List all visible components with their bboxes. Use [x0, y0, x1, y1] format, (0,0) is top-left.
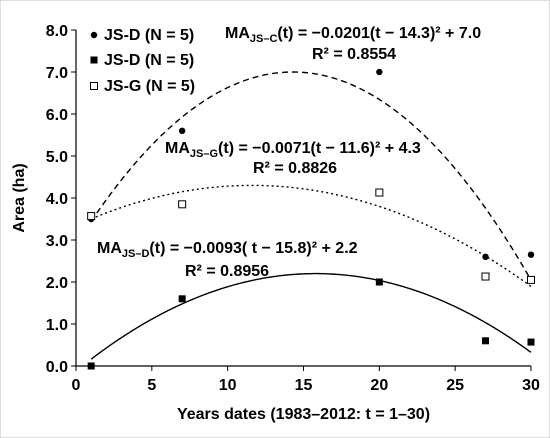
data-point: [482, 337, 489, 345]
data-point: [527, 338, 535, 346]
legend-marker: [90, 56, 98, 64]
y-tick-label: 6.0: [46, 107, 68, 124]
data-point: [481, 272, 490, 281]
legend-label: JS-D (N = 5): [104, 52, 194, 69]
legend-label: JS-G (N = 5): [104, 78, 195, 95]
fit-curve: [90, 184, 532, 287]
fit-equation: MAJS–D(t) = −0.0093( t − 15.8)² + 2.2: [97, 240, 358, 260]
data-point: [527, 275, 535, 284]
legend-marker: [90, 31, 98, 39]
x-tick-label: 5: [147, 377, 156, 394]
data-point: [178, 200, 187, 209]
y-tick-label: 4.0: [46, 191, 68, 208]
data-point: [482, 253, 489, 260]
y-axis-title: Area (ha): [11, 163, 28, 232]
legend-label: JS-D (N = 5): [104, 27, 194, 44]
r-squared-label: R² = 0.8956: [185, 263, 269, 280]
data-point: [87, 362, 95, 370]
equations: MAJS–C(t) = −0.0201(t − 14.3)² + 7.0R² =…: [97, 25, 481, 280]
y-tick-label: 7.0: [46, 65, 68, 82]
data-point: [375, 188, 384, 197]
data-point: [178, 127, 186, 134]
x-axis-title: Years dates (1983–2012: t = 1–30): [177, 406, 430, 423]
y-tick-label: 3.0: [46, 233, 68, 250]
data-point: [527, 251, 535, 258]
y-tick-label: 0.0: [46, 359, 68, 376]
y-tick-label: 2.0: [46, 275, 68, 292]
r-squared-label: R² = 0.8554: [312, 46, 396, 63]
legend: JS-D (N = 5) JS-D (N = 5) JS-G (N = 5): [90, 27, 195, 95]
y-tick-label: 1.0: [46, 317, 68, 334]
y-tick-label: 5.0: [46, 149, 68, 166]
x-tick-label: 25: [446, 377, 464, 394]
x-tick-label: 30: [522, 377, 540, 394]
fit-curve: [90, 71, 532, 281]
fit-equation: MAJS–C(t) = −0.0201(t − 14.3)² + 7.0: [225, 25, 481, 45]
y-tick-label: 8.0: [46, 23, 68, 40]
fit-equation: MAJS–G(t) = −0.0071(t − 11.6)² + 4.3: [165, 140, 421, 160]
x-tick-label: 20: [370, 377, 388, 394]
x-tick-label: 0: [72, 377, 81, 394]
fit-curves: [90, 71, 532, 360]
data-point: [376, 68, 383, 76]
data-points: [87, 68, 535, 370]
data-point: [87, 212, 96, 221]
fit-curve: [90, 272, 532, 360]
legend-marker: [90, 82, 98, 90]
x-tick-label: 10: [219, 377, 237, 394]
axes: 0.0 1.0 2.0 3.0 4.0 5.0 6.0 7.0 8.0 0 5 10 15 20 25 30: [46, 23, 540, 394]
x-tick-label: 15: [295, 377, 313, 394]
data-point: [375, 278, 383, 286]
r-squared-label: R² = 0.8826: [253, 160, 337, 177]
data-point: [178, 295, 186, 303]
